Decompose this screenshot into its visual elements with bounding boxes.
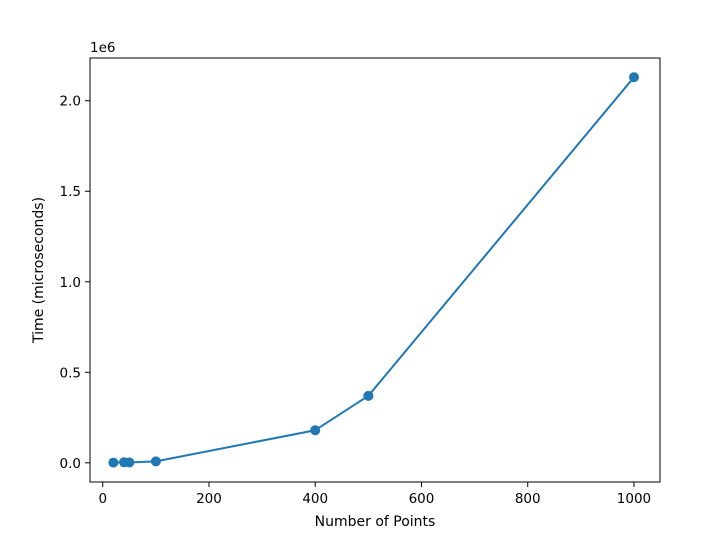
data-point — [150, 456, 161, 467]
x-tick-label: 800 — [515, 491, 541, 507]
plot-frame — [89, 57, 661, 483]
data-point — [310, 425, 321, 436]
x-tick-label: 1000 — [617, 491, 651, 507]
data-point — [628, 72, 639, 83]
data-point — [108, 457, 119, 468]
y-tick-label: 0.0 — [60, 456, 81, 472]
y-offset-label: 1e6 — [90, 40, 115, 56]
x-axis: 0 200 400 600 800 1000 — [98, 482, 651, 507]
y-tick-label: 2.0 — [60, 94, 81, 110]
plot-area — [108, 72, 639, 468]
x-axis-label: Number of Points — [315, 514, 436, 530]
x-tick-label: 400 — [302, 491, 328, 507]
y-tick-label: 0.5 — [60, 365, 81, 381]
data-point — [124, 457, 135, 468]
x-tick-label: 0 — [98, 491, 107, 507]
y-axis-label: Time (microseconds) — [31, 197, 47, 344]
x-tick-label: 200 — [196, 491, 222, 507]
y-axis: 0.0 0.5 1.0 1.5 2.0 — [60, 94, 90, 472]
x-tick-label: 600 — [409, 491, 435, 507]
data-point — [363, 390, 374, 401]
y-tick-label: 1.5 — [60, 184, 81, 200]
y-tick-label: 1.0 — [60, 275, 81, 291]
